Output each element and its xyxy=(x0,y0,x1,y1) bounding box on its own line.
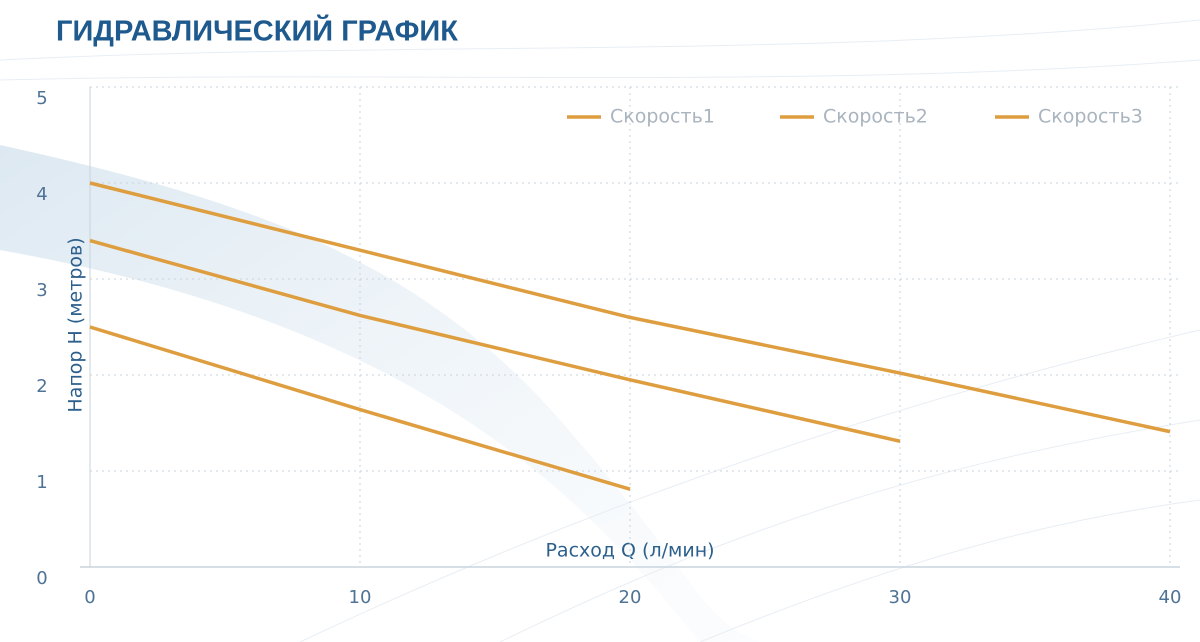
y-tick-label: 5 xyxy=(36,88,47,109)
legend-label: Скорость1 xyxy=(610,106,715,128)
x-tick-label: 20 xyxy=(619,587,642,608)
data-line xyxy=(89,325,631,491)
x-tick-label: 30 xyxy=(889,587,912,608)
x-tick-label: 40 xyxy=(1159,587,1182,608)
data-line xyxy=(89,238,901,443)
chart-title: ГИДРАВЛИЧЕСКИЙ ГРАФИК xyxy=(56,14,458,48)
y-tick-label: 0 xyxy=(36,568,47,589)
x-tick-label: 0 xyxy=(84,587,95,608)
legend-label: Скорость2 xyxy=(823,106,928,128)
y-tick-label: 3 xyxy=(36,280,47,301)
y-axis-label: Напор H (метров) xyxy=(65,237,87,412)
y-tick-label: 2 xyxy=(36,376,47,397)
x-tick-label: 10 xyxy=(349,587,372,608)
data-line xyxy=(89,181,1171,434)
y-tick-label: 1 xyxy=(36,472,47,493)
y-tick-label: 4 xyxy=(36,184,47,205)
legend-label: Скорость3 xyxy=(1038,106,1143,128)
